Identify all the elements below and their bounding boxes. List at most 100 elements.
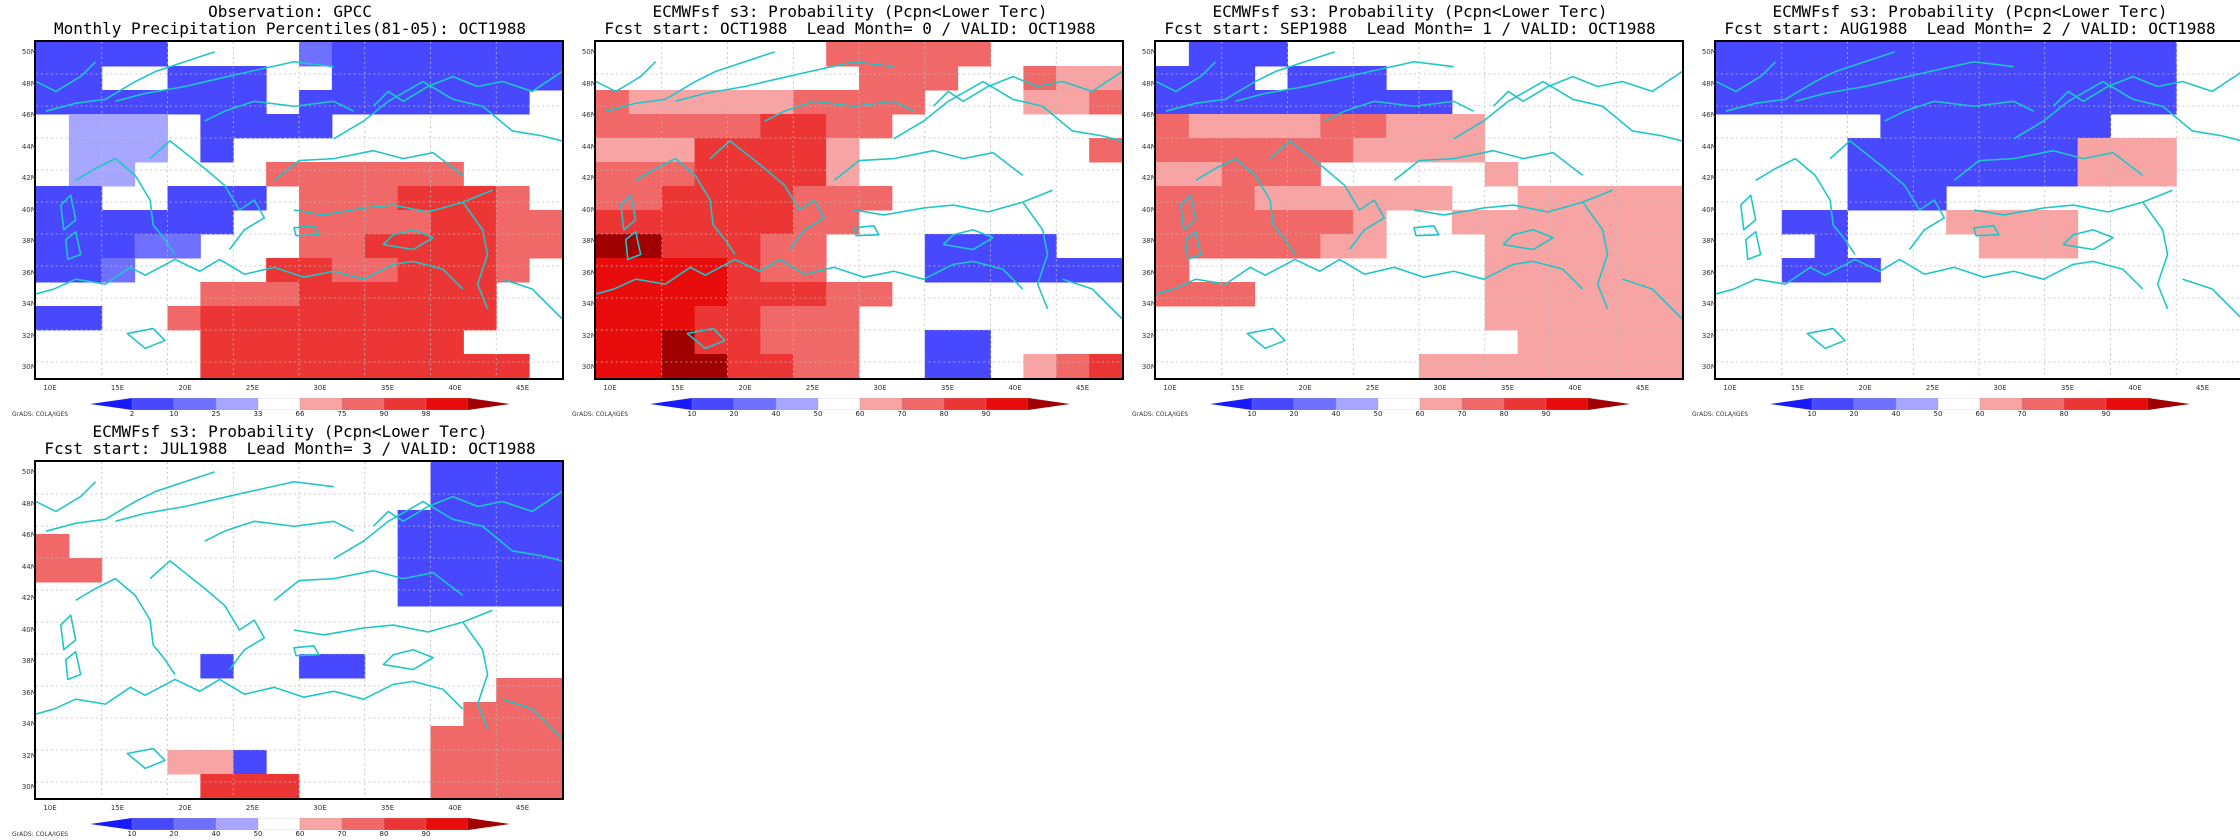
grid-cell	[101, 257, 136, 283]
lat-tick-label: 46N	[21, 531, 36, 539]
grid-cell	[760, 353, 794, 378]
grid-cell	[364, 162, 399, 187]
colorbar-label: 80	[2059, 410, 2069, 418]
grid-cell	[694, 257, 729, 283]
coastline	[204, 520, 354, 542]
grid-cell	[826, 282, 860, 307]
coastline	[1269, 140, 1386, 251]
grid-cell	[1847, 185, 1881, 211]
grid-cell	[727, 162, 761, 187]
grid-cell	[1913, 137, 1947, 163]
grid-cell	[1451, 114, 1486, 139]
coastline	[36, 61, 97, 93]
coastline	[1324, 100, 1474, 122]
coastline	[75, 577, 176, 675]
coastline	[2182, 278, 2240, 318]
grid-cell	[1089, 137, 1122, 163]
grid-cell	[529, 750, 562, 775]
grid-cell	[463, 305, 497, 331]
grid-cell	[1649, 210, 1682, 235]
grid-cell	[628, 234, 663, 259]
lon-tick-label: 35E	[380, 384, 395, 392]
grid-cell	[36, 305, 70, 331]
grid-cell	[299, 114, 333, 139]
colorbar-label: 40	[211, 830, 221, 838]
grid-cell	[891, 42, 926, 67]
grid-cell	[2044, 162, 2079, 187]
lat-tick-label: 32N	[21, 331, 36, 340]
coastline	[1022, 201, 1049, 310]
grid-cell	[1221, 162, 1256, 187]
coastline	[36, 678, 464, 715]
grid-cell	[1946, 114, 1980, 139]
grid-cell	[1979, 234, 2013, 259]
grid-cell	[1847, 162, 1881, 187]
colorbar-label: 20	[169, 830, 179, 838]
colorbar-swatch	[691, 398, 735, 410]
grid-cell	[727, 210, 761, 235]
grid-cell	[891, 89, 926, 115]
grid-cell	[397, 305, 432, 331]
grid-cell	[1616, 305, 1650, 331]
grid-cell	[2110, 42, 2144, 67]
grid-cell	[1419, 114, 1453, 139]
grid-cell	[1847, 89, 1881, 115]
grid-cell	[101, 137, 136, 163]
lat-tick-label: 46N	[1141, 111, 1156, 119]
coastline	[596, 258, 1024, 295]
colorbar-label: 90	[1541, 410, 1551, 418]
panel-title-line1: ECMWFsf s3: Probability (Pcpn<Lower Terc…	[652, 2, 1048, 21]
grid-cell	[2143, 162, 2177, 187]
lon-tick-label: 15E	[1790, 384, 1805, 392]
grid-cell	[299, 282, 333, 307]
map-frame	[34, 460, 564, 800]
colorbar-swatch	[1545, 398, 1589, 410]
coastline	[2142, 201, 2169, 310]
grid-cell	[101, 162, 136, 187]
panel-title: Observation: GPCC Monthly Precipitation P…	[10, 3, 570, 37]
grid-cell	[463, 282, 497, 307]
coastline-overlay	[36, 471, 562, 770]
grid-cell	[826, 89, 860, 115]
grid-cell	[397, 582, 432, 607]
grid-cell	[331, 353, 366, 378]
grid-cell	[101, 234, 136, 259]
panel-title: ECMWFsf s3: Probability (Pcpn<Lower Terc…	[570, 3, 1130, 37]
colorbar-label: 2	[129, 410, 135, 418]
grid-cell	[990, 234, 1024, 259]
grid-cell	[859, 66, 893, 91]
grid-cell	[793, 185, 827, 211]
grid-cell	[924, 42, 959, 67]
colorbar-label: 98	[421, 410, 431, 418]
colorbar-swatch	[2021, 398, 2065, 410]
grid-cell	[2110, 162, 2144, 187]
grid-cell	[1386, 114, 1420, 139]
grid-cell	[266, 353, 300, 378]
grid-cell	[1649, 353, 1682, 378]
grid-cell	[167, 89, 201, 115]
lon-tick-label: 25E	[1925, 384, 1940, 392]
colorbar-label: 50	[253, 830, 263, 838]
grid-cell	[826, 114, 860, 139]
grid-cell	[1353, 66, 1387, 91]
grid-cell	[233, 66, 267, 91]
grid-cell	[1320, 137, 1354, 163]
lat-tick-label: 36N	[1701, 268, 1716, 277]
grid-cell	[233, 773, 267, 798]
map-panel-1: Observation: GPCC Monthly Precipitation P…	[10, 0, 570, 420]
lon-tick-label: 45E	[515, 384, 530, 392]
grid-cell	[957, 42, 992, 67]
colorbar-swatch	[859, 398, 903, 410]
lat-tick-label: 50N	[1701, 48, 1716, 56]
lat-tick-label: 34N	[21, 300, 36, 308]
coastline	[372, 490, 562, 527]
grid-cell	[496, 42, 530, 67]
grid-cell	[1287, 162, 1321, 187]
grid-cell	[167, 750, 201, 775]
grid-cell	[1517, 305, 1552, 331]
colorbar-swatch	[985, 398, 1029, 410]
grid-cell	[463, 773, 497, 798]
coastline	[1393, 149, 1584, 181]
lat-tick-label: 50N	[1141, 48, 1156, 56]
grid-cell	[36, 89, 70, 115]
